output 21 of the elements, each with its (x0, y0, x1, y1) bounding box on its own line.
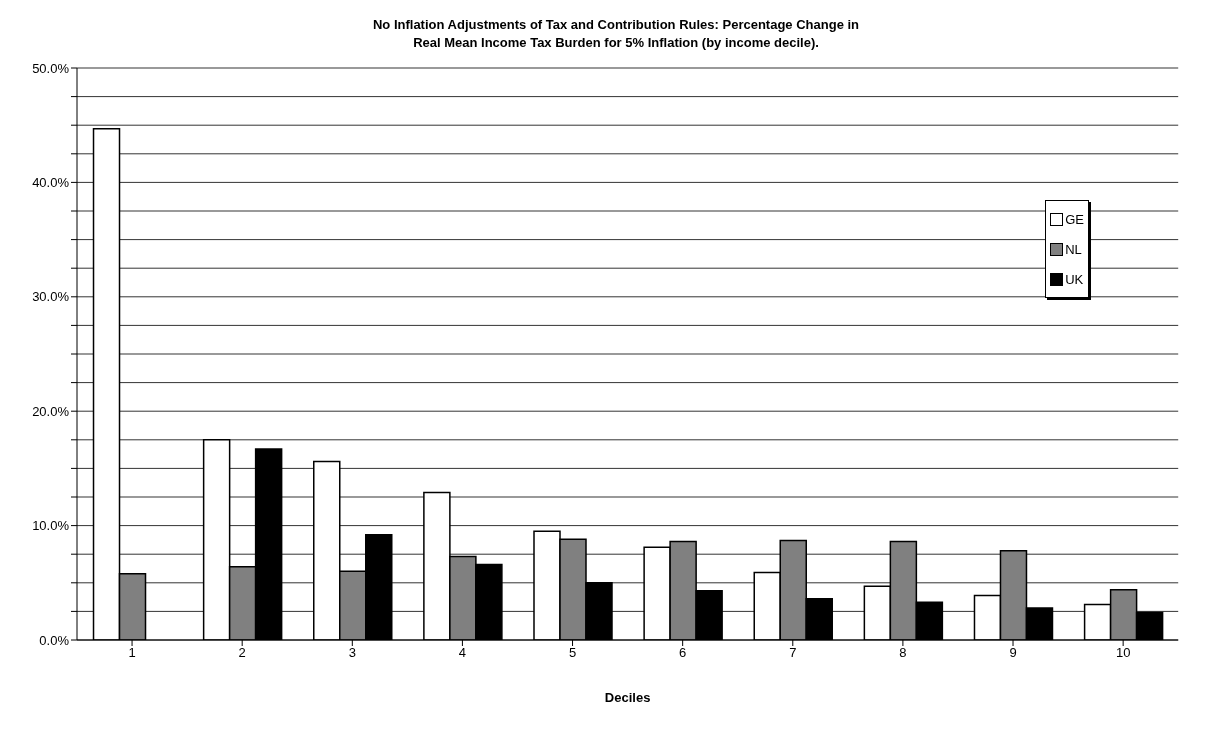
y-tick-label: 50.0% (32, 60, 70, 76)
legend-label: GE (1065, 211, 1084, 227)
y-tick-label: 40.0% (32, 175, 70, 191)
y-tick-label: 30.0% (32, 289, 70, 305)
y-tick-label: 20.0% (32, 403, 70, 419)
y-tick-label: 10.0% (32, 518, 70, 534)
x-tick-label: 7 (789, 645, 797, 661)
legend-label: UK (1065, 271, 1084, 287)
x-tick-label: 5 (568, 645, 577, 661)
x-tick-label: 6 (679, 645, 687, 661)
chart-title: No Inflation Adjustments of Tax and Contribution Rules: Percentage Change in Real Mean Income Tax Burden for 5% Inflation (by income decile). (371, 16, 861, 52)
x-tick-label: 10 (1115, 645, 1131, 661)
x-tick-label: 9 (1009, 645, 1017, 661)
legend-label: NL (1065, 241, 1082, 257)
y-tick-label: 0.0% (39, 632, 70, 648)
x-tick-label: 1 (128, 645, 136, 661)
x-tick-label: 2 (238, 645, 246, 661)
x-axis-title: Deciles (604, 690, 651, 705)
x-tick-label: 3 (348, 645, 356, 661)
x-tick-label: 4 (458, 645, 467, 661)
x-tick-label: 8 (899, 645, 907, 661)
